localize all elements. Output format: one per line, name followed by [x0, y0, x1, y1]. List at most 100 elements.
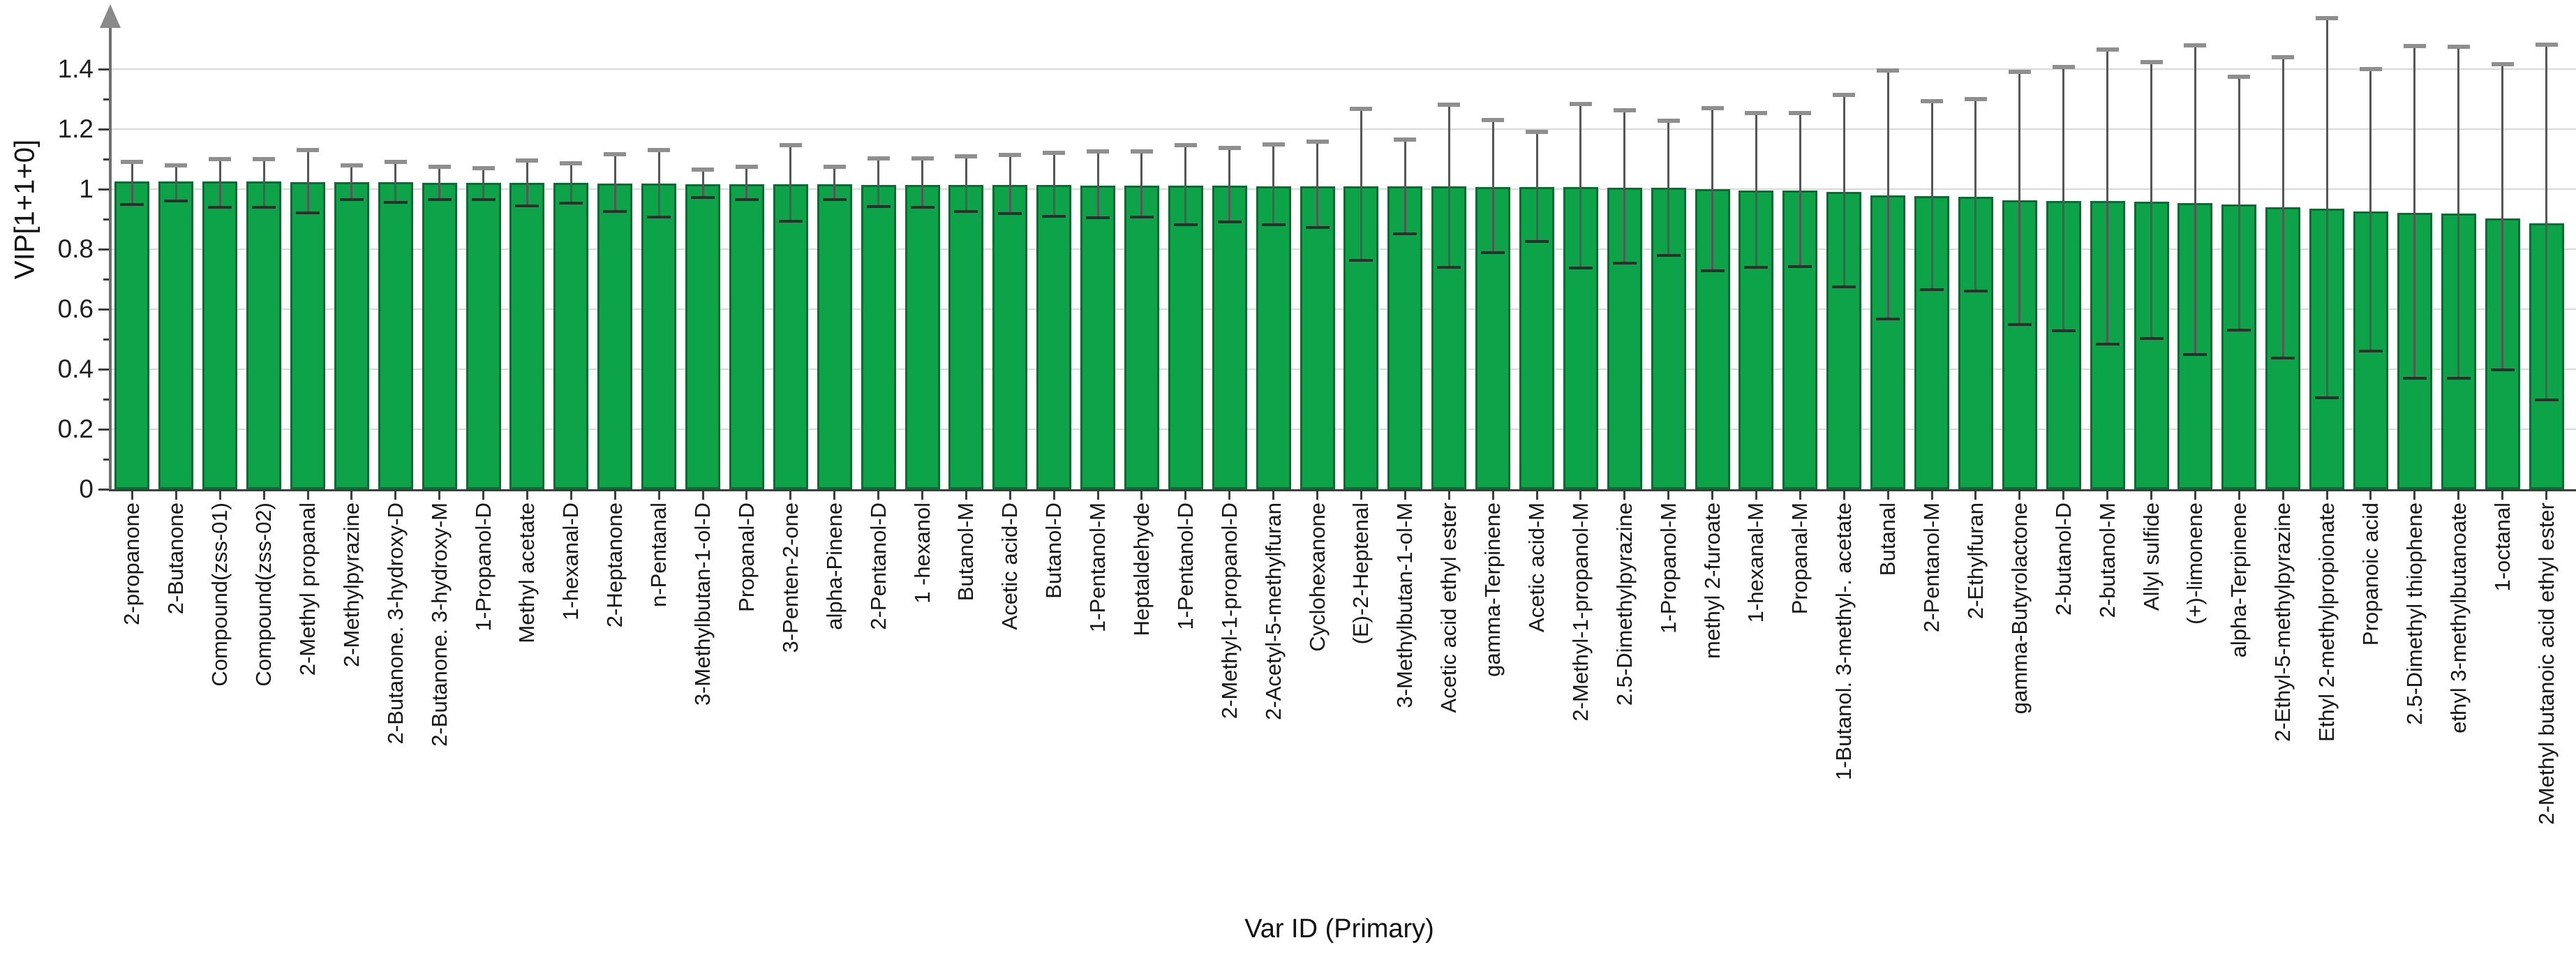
bar: [817, 184, 852, 489]
x-tick: [394, 491, 397, 500]
x-tick: [1886, 491, 1889, 500]
x-category-label: 1-octanal: [2489, 502, 2515, 592]
x-category-label: 2-propanone: [119, 502, 144, 625]
error-bar-cap-top: [2140, 60, 2163, 65]
x-category-label: 1-Butanol. 3-methyl-. acetate: [1831, 502, 1856, 781]
x-category-label: 2-Butanone. 3-hydroxy-D: [382, 502, 408, 745]
error-bar-cap-top: [121, 160, 144, 165]
error-bar-stem: [1886, 70, 1889, 319]
error-bar-cap-top: [1043, 150, 1066, 155]
error-bar-cap-bottom: [383, 201, 408, 204]
y-minor-tick: [103, 158, 110, 161]
y-major-tick: [98, 308, 110, 311]
error-bar-cap-top: [1350, 107, 1373, 112]
x-category-label: 2-butanol-M: [2094, 502, 2120, 618]
y-tick-label: 1.4: [57, 54, 94, 83]
error-bar-stem: [1930, 101, 1933, 290]
error-bar-stem: [745, 166, 748, 200]
error-bar-cap-bottom: [778, 219, 803, 223]
x-tick: [1974, 491, 1977, 500]
error-bar-stem: [174, 165, 177, 202]
bar: [1607, 187, 1642, 489]
error-bar-cap-bottom: [2227, 329, 2251, 332]
bar: [1080, 185, 1116, 489]
error-bar-cap-top: [428, 164, 451, 169]
x-category-label: 2-Ethylfuran: [1963, 502, 1988, 620]
x-tick: [1316, 491, 1319, 500]
y-major-tick: [98, 68, 110, 70]
error-bar-cap-bottom: [1129, 215, 1154, 218]
bar: [1256, 186, 1291, 489]
bar: [773, 184, 808, 489]
error-bar-cap-bottom: [339, 198, 364, 202]
x-category-label: 1-Pentanol-D: [1172, 502, 1198, 630]
error-bar-stem: [1404, 139, 1406, 234]
x-category-label: 2-Butanone. 3-hydroxy-M: [426, 502, 452, 747]
bar: [290, 181, 326, 489]
error-bar-cap-bottom: [1261, 223, 1286, 227]
x-tick: [262, 491, 265, 500]
error-bar-stem: [1623, 110, 1626, 263]
bar: [422, 182, 457, 489]
x-tick: [1755, 491, 1757, 500]
error-bar-cap-top: [2447, 45, 2470, 50]
x-category-label: 2-Methyl propanal: [295, 502, 320, 676]
x-category-label: 1-hexanal-D: [558, 502, 583, 620]
gridline: [110, 188, 2576, 190]
error-bar-cap-bottom: [647, 215, 671, 218]
error-bar-cap-top: [2403, 43, 2426, 48]
error-bar-cap-top: [253, 157, 276, 161]
error-bar-cap-top: [823, 164, 846, 169]
bar: [246, 181, 282, 489]
x-tick: [1404, 491, 1406, 500]
error-bar-cap-bottom: [866, 204, 891, 208]
error-bar-stem: [1711, 107, 1714, 271]
error-bar-stem: [1491, 120, 1494, 253]
x-axis-line: [109, 489, 2576, 491]
error-bar-cap-top: [516, 158, 539, 163]
x-tick: [1140, 491, 1143, 500]
x-tick: [701, 491, 704, 500]
x-category-label: Compound(zss-01): [207, 502, 232, 687]
x-category-label: gamma-Butyrolactone: [2007, 502, 2032, 715]
x-category-label: 2-Methyl-1-propanol-D: [1216, 502, 1242, 720]
x-category-label: Propanoic acid: [2358, 502, 2383, 646]
error-bar-stem: [833, 166, 836, 200]
x-tick: [2545, 491, 2548, 500]
error-bar-cap-bottom: [120, 202, 144, 206]
y-minor-tick: [103, 218, 110, 221]
x-category-label: Ethyl 2-methylpropionate: [2314, 502, 2339, 742]
error-bar-cap-bottom: [2490, 368, 2515, 371]
error-bar-cap-bottom: [2139, 337, 2164, 341]
bar: [378, 182, 413, 489]
x-tick: [569, 491, 572, 500]
bar: [685, 184, 721, 489]
error-bar-stem: [2501, 64, 2504, 370]
error-bar-cap-top: [1657, 118, 1680, 123]
error-bar-stem: [1447, 105, 1450, 268]
x-category-label: Acetic acid-D: [997, 502, 1022, 630]
error-bar-stem: [569, 163, 572, 203]
error-bar-cap-top: [1745, 110, 1768, 115]
x-tick: [1667, 491, 1670, 500]
x-tick: [438, 491, 441, 500]
y-axis-arrow-icon: [100, 4, 121, 28]
error-bar-stem: [2413, 45, 2416, 378]
error-bar-stem: [1360, 109, 1362, 260]
error-bar-cap-top: [692, 167, 715, 172]
error-bar-stem: [2106, 50, 2109, 344]
x-tick: [921, 491, 924, 500]
error-bar-cap-top: [2228, 75, 2251, 80]
error-bar-cap-bottom: [1086, 216, 1110, 219]
error-bar-cap-top: [1526, 129, 1549, 134]
x-category-label: Allyl sulfide: [2138, 502, 2164, 611]
error-bar-cap-top: [2052, 64, 2075, 69]
error-bar-cap-bottom: [822, 198, 847, 202]
x-tick: [657, 491, 660, 500]
error-bar-stem: [965, 156, 967, 211]
error-bar-cap-bottom: [1832, 285, 1856, 288]
error-bar-cap-bottom: [208, 205, 232, 209]
error-bar-cap-top: [2184, 43, 2207, 47]
error-bar-stem: [657, 149, 660, 217]
